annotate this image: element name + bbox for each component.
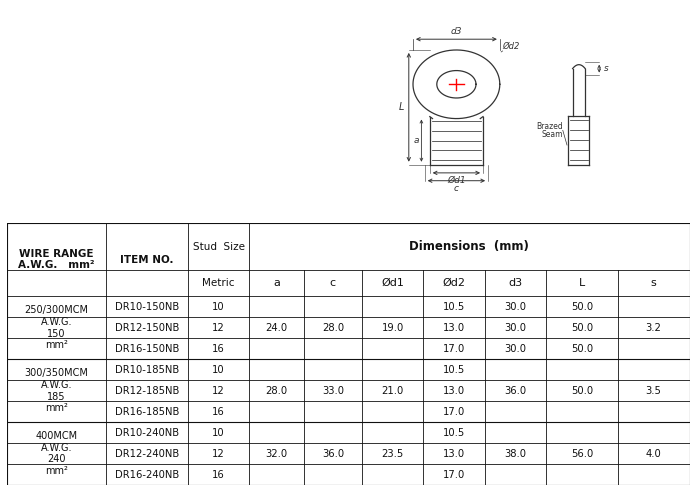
Text: DR12-185NB: DR12-185NB xyxy=(115,386,179,396)
Text: DR10-240NB: DR10-240NB xyxy=(115,428,179,438)
Text: 400MCM
A.W.G.
240
mm²: 400MCM A.W.G. 240 mm² xyxy=(36,431,78,476)
Text: 16: 16 xyxy=(212,469,225,480)
Text: 13.0: 13.0 xyxy=(443,323,465,333)
Text: 56.0: 56.0 xyxy=(571,449,593,459)
Text: Brazed: Brazed xyxy=(536,122,563,131)
Text: 38.0: 38.0 xyxy=(505,449,526,459)
Text: 23.5: 23.5 xyxy=(382,449,404,459)
Text: 10.5: 10.5 xyxy=(443,428,466,438)
Text: 17.0: 17.0 xyxy=(443,469,466,480)
Text: DR10-185NB: DR10-185NB xyxy=(115,365,179,375)
Text: Stud  Size: Stud Size xyxy=(193,242,244,251)
Text: 32.0: 32.0 xyxy=(265,449,288,459)
Text: 10: 10 xyxy=(212,428,225,438)
Text: 50.0: 50.0 xyxy=(571,344,593,354)
Text: 10.5: 10.5 xyxy=(443,302,466,312)
Text: 10: 10 xyxy=(212,365,225,375)
Text: Seam: Seam xyxy=(541,130,563,139)
Text: 21.0: 21.0 xyxy=(382,386,404,396)
Text: WIRE RANGE
A.W.G.   mm²: WIRE RANGE A.W.G. mm² xyxy=(18,249,95,270)
Text: 3.2: 3.2 xyxy=(645,323,661,333)
Text: 24.0: 24.0 xyxy=(265,323,288,333)
Text: 4.0: 4.0 xyxy=(646,449,662,459)
Text: c: c xyxy=(330,278,336,288)
Text: DR16-240NB: DR16-240NB xyxy=(115,469,179,480)
Text: 250/300MCM
A.W.G.
150
mm²: 250/300MCM A.W.G. 150 mm² xyxy=(25,305,88,350)
Text: s: s xyxy=(651,278,657,288)
Text: d3: d3 xyxy=(451,27,462,36)
Text: 12: 12 xyxy=(212,323,225,333)
Text: 50.0: 50.0 xyxy=(571,323,593,333)
Text: d3: d3 xyxy=(508,278,522,288)
Text: Ød2: Ød2 xyxy=(503,42,520,51)
Text: 12: 12 xyxy=(212,449,225,459)
Text: Ød1: Ød1 xyxy=(447,176,466,185)
Text: DR12-150NB: DR12-150NB xyxy=(115,323,179,333)
Text: DR10-150NB: DR10-150NB xyxy=(115,302,179,312)
Text: L: L xyxy=(399,102,405,112)
Text: 50.0: 50.0 xyxy=(571,386,593,396)
Text: a: a xyxy=(414,136,419,145)
Text: 17.0: 17.0 xyxy=(443,344,466,354)
Text: 28.0: 28.0 xyxy=(322,323,344,333)
Text: 3.5: 3.5 xyxy=(645,386,661,396)
Text: 16: 16 xyxy=(212,407,225,416)
Text: 30.0: 30.0 xyxy=(505,302,526,312)
Text: 36.0: 36.0 xyxy=(322,449,344,459)
Text: c: c xyxy=(454,184,459,193)
Text: 10: 10 xyxy=(212,302,225,312)
Text: Ød2: Ød2 xyxy=(442,278,466,288)
Text: DR16-185NB: DR16-185NB xyxy=(115,407,179,416)
Text: 300/350MCM
A.W.G.
185
mm²: 300/350MCM A.W.G. 185 mm² xyxy=(25,368,88,413)
Text: 12: 12 xyxy=(212,386,225,396)
Text: a: a xyxy=(273,278,280,288)
Text: Ød1: Ød1 xyxy=(382,278,404,288)
Text: 13.0: 13.0 xyxy=(443,449,465,459)
Text: 17.0: 17.0 xyxy=(443,407,466,416)
Text: L: L xyxy=(579,278,585,288)
Text: 13.0: 13.0 xyxy=(443,386,465,396)
Text: Metric: Metric xyxy=(202,278,234,288)
Text: s: s xyxy=(603,64,608,73)
Text: 16: 16 xyxy=(212,344,225,354)
Text: 30.0: 30.0 xyxy=(505,344,526,354)
Text: 19.0: 19.0 xyxy=(382,323,404,333)
Text: 28.0: 28.0 xyxy=(265,386,288,396)
Text: ITEM NO.: ITEM NO. xyxy=(120,255,174,265)
Text: DR12-240NB: DR12-240NB xyxy=(115,449,179,459)
Text: 30.0: 30.0 xyxy=(505,323,526,333)
Text: 10.5: 10.5 xyxy=(443,365,466,375)
Text: 36.0: 36.0 xyxy=(505,386,526,396)
Text: Dimensions  (mm): Dimensions (mm) xyxy=(410,240,529,253)
Text: 33.0: 33.0 xyxy=(322,386,344,396)
Text: DR16-150NB: DR16-150NB xyxy=(115,344,179,354)
Text: 50.0: 50.0 xyxy=(571,302,593,312)
